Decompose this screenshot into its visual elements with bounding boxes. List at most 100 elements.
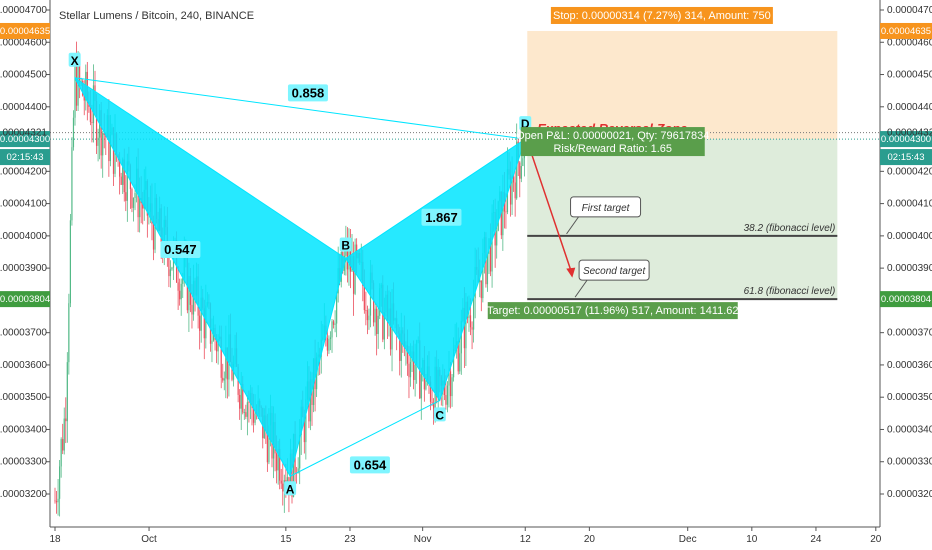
candle-body	[469, 315, 472, 328]
candle-body	[326, 337, 329, 351]
stop-zone	[527, 30, 838, 140]
candle-body	[465, 301, 467, 349]
projection-arrow-head	[566, 267, 576, 278]
candle-body	[471, 327, 473, 330]
price-tag-left-bg	[0, 291, 50, 308]
candle-body	[399, 333, 401, 361]
y-tick-label-left: 0.00004700	[0, 5, 47, 16]
y-tick-label-left: 0.00004600	[0, 37, 47, 48]
price-tag-right-bg	[880, 22, 932, 39]
candle-body	[75, 62, 78, 106]
x-tick-label: Oct	[141, 534, 157, 545]
candle-body	[519, 162, 521, 179]
candle-body	[211, 340, 213, 344]
callout-box	[570, 196, 642, 218]
candle-body	[217, 339, 219, 352]
candle-body	[425, 380, 427, 390]
candle-body	[242, 383, 244, 413]
ratio-label: 0.547	[164, 242, 197, 257]
y-tick-label-left: 0.00004100	[0, 199, 47, 210]
y-tick-label-right: 0.00004400	[887, 102, 932, 113]
pnl-line2: Risk/Reward Ratio: 1.65	[553, 143, 672, 155]
candle-body	[179, 290, 181, 300]
candle-body	[459, 353, 461, 372]
candle-body	[389, 308, 392, 350]
point-label-bg	[519, 116, 532, 131]
stop-info-box	[550, 6, 773, 24]
target-info-text: Target: 0.00000517 (11.96%) 517, Amount:…	[487, 305, 739, 317]
candle-body	[408, 363, 410, 378]
candle-body	[231, 361, 233, 380]
price-tag-left: 0.00004300	[0, 134, 50, 145]
candle-body	[451, 377, 453, 397]
candle-body	[329, 337, 332, 340]
candle-body	[429, 381, 432, 402]
candle-body	[102, 133, 104, 156]
point-label-bg	[339, 237, 352, 252]
x-tick-label: 20	[870, 534, 882, 545]
candle-body	[279, 448, 281, 481]
candle-body	[139, 198, 141, 218]
candle-body	[366, 310, 369, 321]
candle-body	[486, 254, 489, 285]
candle-body	[473, 298, 475, 330]
pnl-line1: Open P&L: 0.00000021, Qty: 79617834	[516, 130, 709, 142]
overlays: 38.2 (fibonacci level) 61.8 (fibonacci le…	[487, 6, 838, 320]
candle-body	[246, 402, 248, 417]
candle-body	[514, 182, 516, 199]
candle-body	[220, 336, 222, 378]
candle-body	[502, 191, 504, 236]
y-tick-label-right: 0.00004000	[887, 231, 932, 242]
candle-body	[496, 230, 498, 246]
ratio-label-bg	[421, 208, 462, 226]
stop-info-text: Stop: 0.00000314 (7.27%) 314, Amount: 75…	[553, 10, 771, 22]
x-tick-label: 20	[584, 534, 596, 545]
candle-body	[72, 117, 75, 148]
harmonic-pattern: X A B C D 0.858 0.547 1.867 0.654	[68, 52, 532, 496]
y-tick-label-right: 0.00003600	[887, 360, 932, 371]
target-level-label: 38.2 (fibonacci level)	[744, 223, 836, 234]
candle-body	[225, 347, 227, 379]
bcd-triangle	[345, 137, 527, 402]
candle-body	[511, 176, 513, 205]
candle-body	[368, 315, 370, 321]
candle-body	[112, 127, 115, 174]
candle-body	[252, 407, 255, 423]
candle-body	[68, 303, 70, 363]
countdown-right-bg	[880, 149, 932, 166]
candle-body	[305, 399, 307, 443]
point-label-bg	[433, 407, 446, 422]
candle-body	[365, 310, 367, 311]
candle-body	[299, 435, 301, 469]
candle-body	[205, 305, 207, 339]
candle-body	[177, 282, 179, 291]
y-tick-label-left: 0.00003300	[0, 457, 47, 468]
y-tick-label-right: 0.00003200	[887, 489, 932, 500]
price-tag-left: 0.00003804	[0, 294, 50, 305]
candle-body	[409, 361, 412, 378]
trade-zones	[50, 30, 880, 300]
y-tick-label-right: 0.00004700	[887, 5, 932, 16]
candle-body	[509, 174, 512, 205]
target-level-label: 61.8 (fibonacci level)	[744, 286, 836, 297]
y-tick-label-left: 0.00004400	[0, 102, 47, 113]
candle-body	[126, 161, 128, 201]
candle-body	[119, 158, 121, 177]
candle-body	[489, 238, 492, 272]
x-tick-label: 10	[746, 534, 758, 545]
xab-triangle	[74, 77, 347, 478]
x-tick-label: Dec	[679, 534, 697, 545]
countdown-left-bg	[0, 149, 50, 166]
chart-title: Stellar Lumens / Bitcoin, 240, BINANCE	[59, 10, 254, 22]
candle-body	[352, 256, 355, 294]
candle-body	[182, 278, 184, 284]
candle-body	[383, 312, 385, 340]
candle-body	[286, 477, 288, 484]
y-tick-label-right: 0.00003400	[887, 424, 932, 435]
candle-body	[446, 385, 449, 405]
candle-body	[449, 371, 452, 397]
candle-body	[83, 95, 85, 101]
candle-body	[132, 197, 135, 208]
